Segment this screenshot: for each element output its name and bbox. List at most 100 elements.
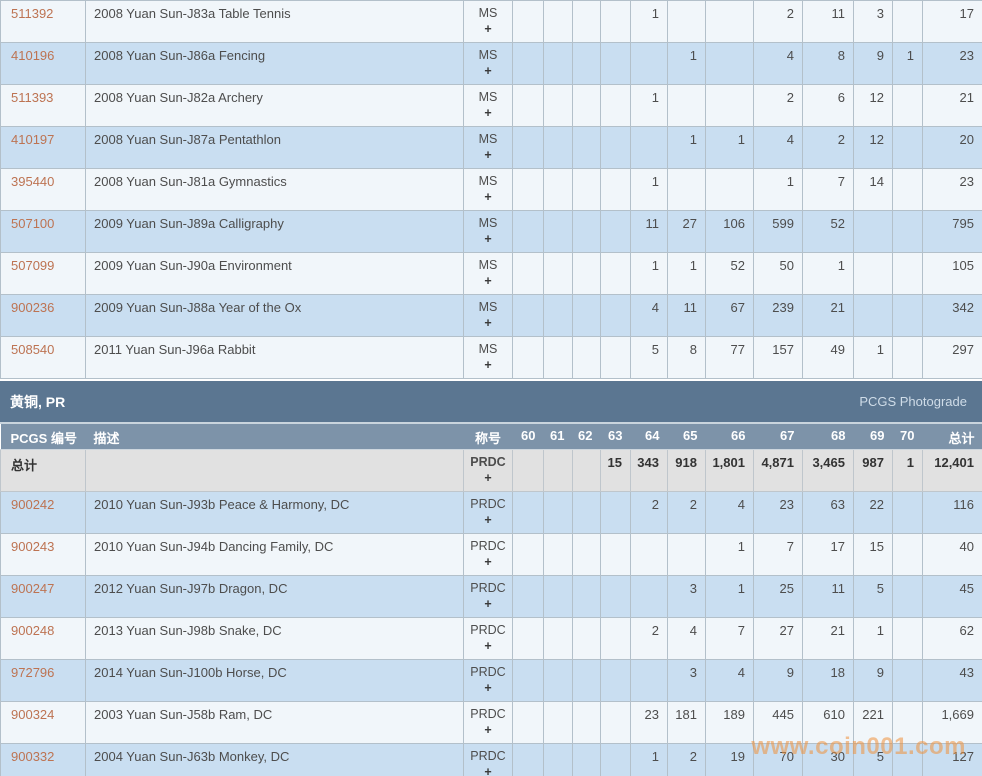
grade-61-cell	[543, 84, 573, 127]
coin-description: 2010 Yuan Sun-J94b Dancing Family, DC	[85, 532, 464, 576]
grade-67-cell: 445	[753, 700, 803, 744]
expand-plus-link[interactable]: +	[484, 274, 492, 288]
expand-plus-link[interactable]: +	[484, 554, 492, 569]
grade-63-cell	[600, 532, 631, 576]
grade-68-cell: 49	[802, 336, 854, 379]
column-header-grade-65: 65	[667, 424, 706, 450]
expand-plus-link[interactable]: +	[484, 722, 492, 737]
grade-62-cell	[572, 0, 601, 43]
expand-plus-link[interactable]: +	[484, 316, 492, 330]
designation-cell: PRDC +	[463, 742, 513, 776]
grade-63-cell	[600, 126, 631, 169]
grade-65-cell: 8	[667, 336, 706, 379]
designation-label: PRDC	[470, 538, 506, 553]
pcgs-number-cell: 900324	[0, 700, 86, 744]
designation-label: MS	[478, 300, 498, 314]
expand-plus-link[interactable]: +	[484, 358, 492, 372]
pcgs-number-link[interactable]: 507099	[11, 258, 55, 273]
pcgs-number-link[interactable]: 900247	[11, 580, 55, 596]
expand-plus-link[interactable]: +	[484, 512, 492, 527]
expand-plus-link[interactable]: +	[484, 638, 492, 653]
grade-69-cell	[853, 210, 893, 253]
coin-description: 2013 Yuan Sun-J98b Snake, DC	[85, 616, 464, 660]
grade-62-cell	[572, 742, 601, 776]
column-header-grade-60: 60	[512, 424, 544, 450]
column-header-grade-63: 63	[600, 424, 631, 450]
grade-70-cell	[892, 574, 923, 618]
grade-60-cell	[512, 0, 544, 43]
expand-plus-link[interactable]: +	[484, 106, 492, 120]
coin-row: 900248 2013 Yuan Sun-J98b Snake, DC PRDC…	[0, 616, 982, 660]
grade-67-cell: 9	[753, 658, 803, 702]
grade-64-cell: 5	[630, 336, 668, 379]
designation-label: PRDC	[470, 622, 506, 637]
expand-plus-link[interactable]: +	[484, 64, 492, 78]
grade-63-cell	[600, 84, 631, 127]
column-header-grade-62: 62	[572, 424, 601, 450]
pcgs-number-link[interactable]: 395440	[11, 174, 55, 189]
grade-60-cell	[512, 700, 544, 744]
pcgs-photograde-link[interactable]: PCGS Photograde	[859, 394, 967, 409]
grade-60-cell	[512, 336, 544, 379]
designation-label: PRDC	[470, 496, 506, 511]
pcgs-number-link[interactable]: 410196	[11, 48, 55, 63]
pcgs-number-link[interactable]: 507100	[11, 216, 55, 231]
pcgs-number-link[interactable]: 900236	[11, 300, 55, 315]
grade-64-cell	[630, 574, 668, 618]
grade-62-cell	[572, 490, 601, 534]
pcgs-number-link[interactable]: 900243	[11, 538, 55, 554]
grade-61-cell	[543, 490, 573, 534]
expand-plus-link[interactable]: +	[484, 596, 492, 611]
grade-66-cell	[705, 84, 754, 127]
grade-65-cell	[667, 168, 706, 211]
designation-cell: MS +	[463, 42, 513, 85]
pcgs-number-cell: 900243	[0, 532, 86, 576]
column-header-grade-66: 66	[705, 424, 754, 450]
pr-table-body: 900242 2010 Yuan Sun-J93b Peace & Harmon…	[0, 490, 982, 776]
pcgs-number-link[interactable]: 900332	[11, 748, 55, 764]
grade-70-cell: 1	[892, 42, 923, 85]
grade-66-cell	[705, 168, 754, 211]
pcgs-number-link[interactable]: 900324	[11, 706, 55, 722]
pcgs-number-link[interactable]: 972796	[11, 664, 55, 680]
pcgs-number-link[interactable]: 410197	[11, 132, 55, 147]
grade-67-cell: 599	[753, 210, 803, 253]
grade-67-cell: 23	[753, 490, 803, 534]
coin-description: 2008 Yuan Sun-J81a Gymnastics	[85, 168, 464, 211]
grade-66-cell: 67	[705, 294, 754, 337]
totals-grade-70: 1	[892, 448, 923, 492]
designation-label: MS	[478, 216, 498, 230]
totals-description-empty	[85, 448, 464, 492]
expand-plus-link[interactable]: +	[484, 680, 492, 695]
grade-63-cell	[600, 210, 631, 253]
section-header-bar: 黄铜, PR PCGS Photograde	[0, 381, 982, 424]
totals-expand-plus-link[interactable]: +	[484, 470, 492, 485]
expand-plus-link[interactable]: +	[484, 148, 492, 162]
expand-plus-link[interactable]: +	[484, 22, 492, 36]
pcgs-number-link[interactable]: 900248	[11, 622, 55, 638]
expand-plus-link[interactable]: +	[484, 232, 492, 246]
pcgs-number-link[interactable]: 508540	[11, 342, 55, 357]
grade-60-cell	[512, 126, 544, 169]
grade-61-cell	[543, 294, 573, 337]
grade-61-cell	[543, 532, 573, 576]
expand-plus-link[interactable]: +	[484, 190, 492, 204]
coin-description: 2014 Yuan Sun-J100b Horse, DC	[85, 658, 464, 702]
grade-66-cell: 77	[705, 336, 754, 379]
coin-row: 508540 2011 Yuan Sun-J96a Rabbit MS + 5 …	[0, 336, 982, 379]
totals-row: 总计 PRDC + 15 343 918 1,801 4,871 3,465 9…	[0, 448, 982, 492]
grade-69-cell: 5	[853, 574, 893, 618]
grade-69-cell: 5	[853, 742, 893, 776]
expand-plus-link[interactable]: +	[484, 764, 492, 776]
grade-62-cell	[572, 126, 601, 169]
column-header-grade-67: 67	[753, 424, 803, 450]
grade-61-cell	[543, 336, 573, 379]
grade-67-cell: 70	[753, 742, 803, 776]
grade-64-cell: 11	[630, 210, 668, 253]
pcgs-number-link[interactable]: 900242	[11, 496, 55, 512]
grade-67-cell: 157	[753, 336, 803, 379]
totals-grade-60	[512, 448, 544, 492]
pcgs-number-link[interactable]: 511393	[11, 90, 54, 105]
designation-cell: MS +	[463, 336, 513, 379]
pcgs-number-link[interactable]: 511392	[11, 6, 54, 21]
